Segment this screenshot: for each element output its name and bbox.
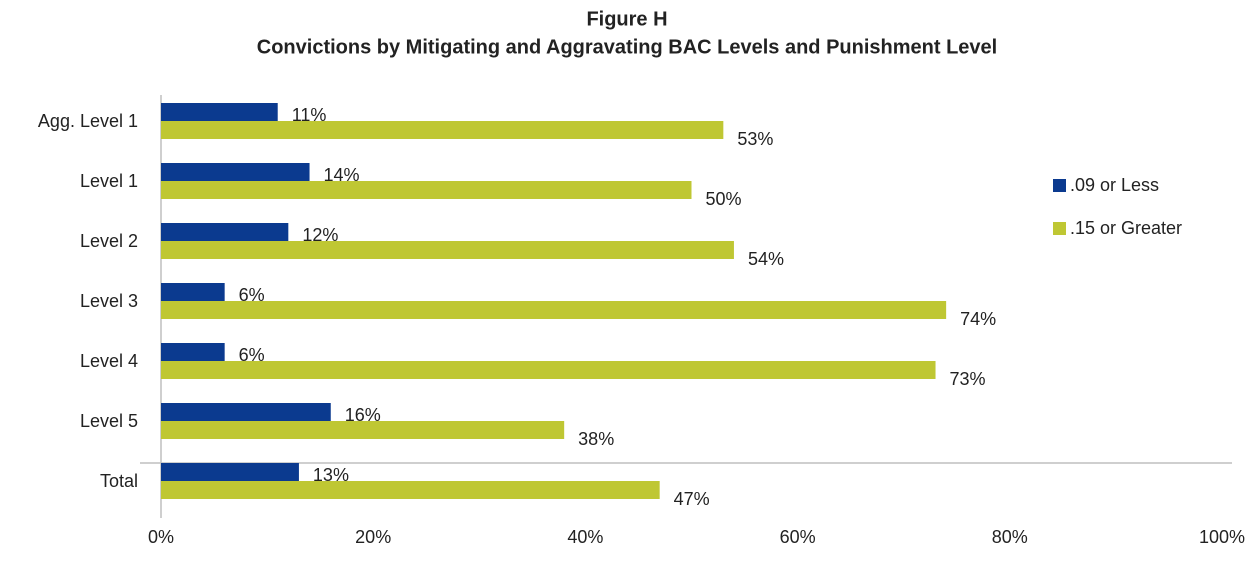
legend-label: .15 or Greater [1070,218,1182,238]
data-label: 47% [674,489,710,509]
legend-swatch [1053,222,1066,235]
bar [161,481,660,499]
chart-subtitle: Convictions by Mitigating and Aggravatin… [257,36,997,58]
y-tick-label: Agg. Level 1 [38,111,138,131]
data-label: 13% [313,465,349,485]
data-label: 6% [239,345,265,365]
bar [161,403,331,421]
data-label: 50% [706,189,742,209]
y-tick-label: Level 1 [80,171,138,191]
x-tick-label: 80% [992,527,1028,547]
bar [161,283,225,301]
bar [161,121,724,139]
bar [161,163,310,181]
chart-title: Figure H [586,8,667,30]
x-tick-label: 0% [148,527,174,547]
data-label: 74% [960,309,996,329]
y-tick-label: Level 5 [80,411,138,431]
legend-swatch [1053,179,1066,192]
bar [161,223,289,241]
y-tick-label: Level 2 [80,231,138,251]
data-label: 11% [292,105,327,125]
bar [161,463,299,481]
y-tick-label: Level 4 [80,351,138,371]
bar [161,343,225,361]
data-label: 16% [345,405,381,425]
data-label: 53% [737,129,773,149]
data-label: 38% [578,429,614,449]
x-tick-label: 20% [355,527,391,547]
data-label: 12% [302,225,338,245]
data-label: 6% [239,285,265,305]
data-label: 54% [748,249,784,269]
x-tick-label: 40% [567,527,603,547]
bar [161,103,278,121]
x-tick-label: 60% [780,527,816,547]
data-label: 73% [950,369,986,389]
bar [161,241,734,259]
bar [161,301,947,319]
y-tick-label: Level 3 [80,291,138,311]
data-label: 14% [324,165,360,185]
bar [161,361,936,379]
y-tick-label: Total [100,471,138,491]
bar [161,181,692,199]
bar [161,421,565,439]
legend-label: .09 or Less [1070,175,1159,195]
x-tick-label: 100% [1199,527,1245,547]
